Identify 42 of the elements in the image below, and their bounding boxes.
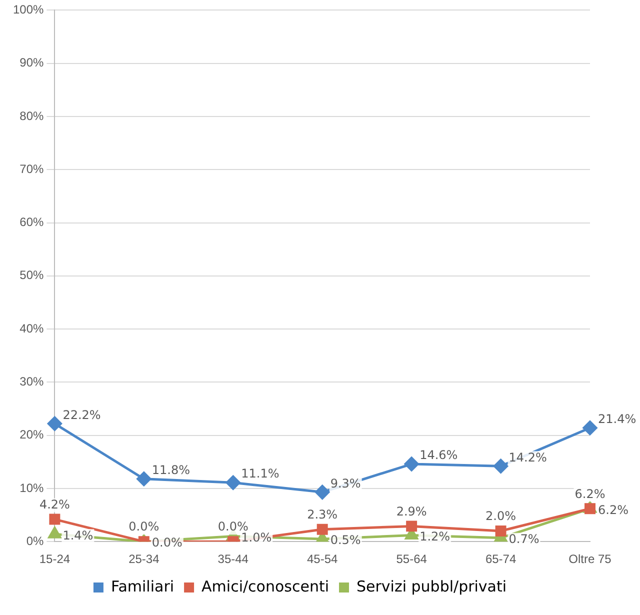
x-tick-label: 15-24: [39, 552, 70, 566]
data-label: 0.5%: [330, 533, 361, 548]
legend-label: Servizi pubbl/privati: [356, 577, 507, 596]
data-label: 6.2%: [574, 486, 606, 501]
y-tick-label: 0%: [26, 534, 44, 548]
x-tick-label: 55-64: [396, 552, 428, 566]
data-label: 2.9%: [396, 504, 427, 518]
y-tick-label: 50%: [20, 268, 44, 282]
data-label: 4.2%: [39, 497, 70, 512]
y-tick-label: 60%: [20, 215, 44, 230]
y-tick-label: 100%: [12, 2, 44, 17]
data-label: 9.3%: [330, 476, 361, 490]
data-label: 11.8%: [152, 463, 190, 478]
data-label: 1.4%: [62, 528, 94, 542]
data-label: 11.1%: [241, 466, 280, 481]
y-tick-label: 20%: [20, 428, 44, 442]
y-tick-label: 80%: [20, 108, 44, 123]
data-label: 2.3%: [307, 508, 338, 522]
data-label: 0.0%: [128, 520, 160, 534]
y-tick-label: 70%: [20, 162, 44, 176]
data-label: 14.2%: [508, 450, 547, 464]
legend-label: Familiari: [110, 577, 174, 596]
data-label: 1.0%: [241, 530, 272, 544]
data-label: 0.0%: [152, 536, 182, 550]
data-label: 0.7%: [508, 532, 540, 546]
data-label: 21.4%: [598, 412, 636, 426]
x-tick-label: 35-44: [218, 552, 249, 566]
data-label: 14.6%: [420, 448, 458, 462]
x-tick-label: 25-34: [128, 552, 160, 566]
y-tick-label: 30%: [20, 374, 44, 388]
legend-label: Amici/conoscenti: [202, 577, 330, 596]
y-tick-label: 10%: [20, 480, 44, 495]
data-label: 22.2%: [62, 408, 101, 422]
data-label: 2.0%: [486, 509, 516, 524]
x-tick-label: Oltre 75: [568, 552, 612, 566]
data-label: 0.0%: [218, 520, 248, 534]
x-tick-label: 65-74: [485, 552, 516, 566]
y-tick-label: 40%: [20, 321, 44, 336]
y-tick-label: 90%: [20, 56, 44, 70]
x-tick-label: 45-54: [306, 552, 338, 566]
data-label: 1.2%: [420, 529, 450, 544]
data-label: 6.2%: [598, 502, 628, 517]
